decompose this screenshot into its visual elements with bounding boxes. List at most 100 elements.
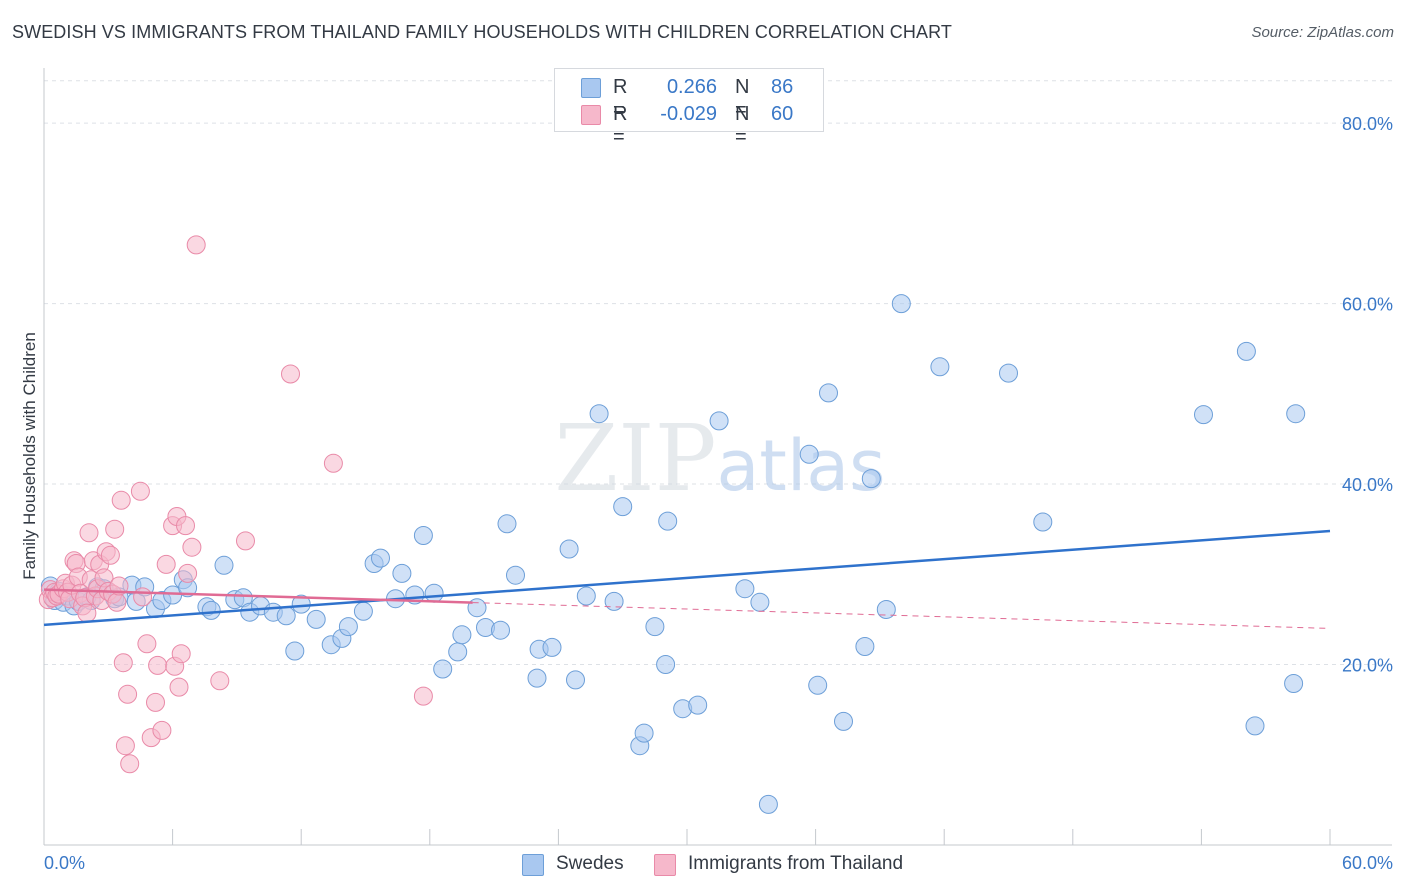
point-swedes <box>930 357 950 377</box>
point-swedes <box>688 695 708 715</box>
swedes-swatch <box>581 78 601 98</box>
point-swedes <box>799 444 819 464</box>
point-thailand <box>105 519 125 539</box>
source-label: Source: ZipAtlas.com <box>1251 24 1394 41</box>
point-swedes <box>999 363 1018 383</box>
legend-label-swedes: Swedes <box>556 853 624 874</box>
point-thailand <box>210 671 230 691</box>
correlation-legend: R = 0.266 N = 86 R = -0.029 N = 60 <box>554 68 824 148</box>
point-thailand <box>178 563 198 583</box>
point-thailand <box>156 554 176 574</box>
point-swedes <box>861 469 881 489</box>
trend-line-thailand <box>43 588 473 604</box>
chart-title: SWEDISH VS IMMIGRANTS FROM THAILAND FAMI… <box>12 22 952 42</box>
point-swedes <box>392 563 412 583</box>
point-thailand <box>182 537 202 557</box>
point-thailand <box>236 531 255 551</box>
point-swedes <box>413 526 433 545</box>
point-swedes <box>214 555 234 575</box>
point-swedes <box>1194 405 1213 425</box>
point-swedes <box>448 642 468 662</box>
point-swedes <box>452 625 472 645</box>
point-swedes <box>589 404 609 424</box>
n-value: 60 <box>771 103 794 125</box>
point-thailand <box>77 603 97 623</box>
swedes-swatch <box>522 854 544 876</box>
point-thailand <box>130 481 150 501</box>
point-swedes <box>1284 674 1304 693</box>
point-thailand <box>133 587 153 607</box>
point-thailand <box>118 684 138 704</box>
point-thailand <box>115 736 135 756</box>
point-swedes <box>1033 512 1053 532</box>
series-thailand <box>38 235 433 774</box>
x-tick-label: 0.0% <box>44 853 85 873</box>
r-value: -0.029 <box>660 103 717 125</box>
point-swedes <box>891 294 911 314</box>
y-tick-label: 40.0% <box>1342 475 1393 495</box>
series-swedes <box>40 294 1306 814</box>
point-swedes <box>750 592 770 612</box>
point-thailand <box>107 592 127 612</box>
point-swedes <box>1236 341 1256 361</box>
point-thailand <box>100 545 120 565</box>
point-swedes <box>424 583 444 603</box>
n-value: 86 <box>771 76 794 98</box>
point-thailand <box>171 644 191 664</box>
point-thailand <box>113 653 133 673</box>
point-swedes <box>808 675 828 695</box>
point-swedes <box>735 579 755 599</box>
point-thailand <box>146 692 165 712</box>
r-label: R = <box>613 103 628 148</box>
point-swedes <box>1286 404 1306 424</box>
trend-line-swedes <box>43 529 1331 627</box>
y-tick-label: 60.0% <box>1342 295 1393 315</box>
point-swedes <box>855 637 875 656</box>
point-thailand <box>169 677 189 697</box>
point-swedes <box>506 565 525 585</box>
y-tick-label: 80.0% <box>1342 114 1393 134</box>
point-thailand <box>281 364 300 384</box>
point-thailand <box>186 235 206 255</box>
x-tick-label: 60.0% <box>1342 853 1393 873</box>
point-swedes <box>576 586 596 606</box>
point-thailand <box>79 523 99 543</box>
point-swedes <box>634 723 654 743</box>
point-swedes <box>656 655 676 674</box>
point-swedes <box>1245 716 1265 736</box>
point-swedes <box>353 601 373 621</box>
point-swedes <box>338 617 358 637</box>
thailand-swatch <box>654 854 676 876</box>
point-swedes <box>559 539 579 559</box>
point-swedes <box>645 617 665 637</box>
point-swedes <box>613 497 633 517</box>
point-swedes <box>285 641 305 661</box>
point-swedes <box>834 711 853 731</box>
point-swedes <box>291 594 311 614</box>
point-thailand <box>148 655 168 675</box>
point-swedes <box>497 514 517 534</box>
point-swedes <box>527 668 547 688</box>
point-swedes <box>876 600 896 619</box>
point-thailand <box>109 576 129 596</box>
point-swedes <box>491 620 510 640</box>
axes <box>43 68 1392 846</box>
watermark: ZIPatlas <box>554 405 885 512</box>
point-thailand <box>323 453 343 473</box>
point-swedes <box>709 411 729 431</box>
series-legend: Swedes Immigrants from Thailand <box>0 852 1406 878</box>
tick-labels: 20.0% 40.0% 60.0% 80.0% 0.0% 60.0% <box>44 114 1393 873</box>
trend-line-thailand-extension <box>472 602 1331 629</box>
point-swedes <box>758 794 778 814</box>
legend-label-thailand: Immigrants from Thailand <box>688 853 904 874</box>
point-swedes <box>433 659 453 679</box>
point-swedes <box>371 548 390 568</box>
point-swedes <box>604 591 624 611</box>
point-thailand <box>111 490 131 510</box>
point-swedes <box>542 637 562 657</box>
grid-lines <box>44 80 1392 666</box>
point-swedes <box>819 383 838 403</box>
n-label: N = <box>735 103 750 148</box>
r-value: 0.266 <box>666 76 717 98</box>
